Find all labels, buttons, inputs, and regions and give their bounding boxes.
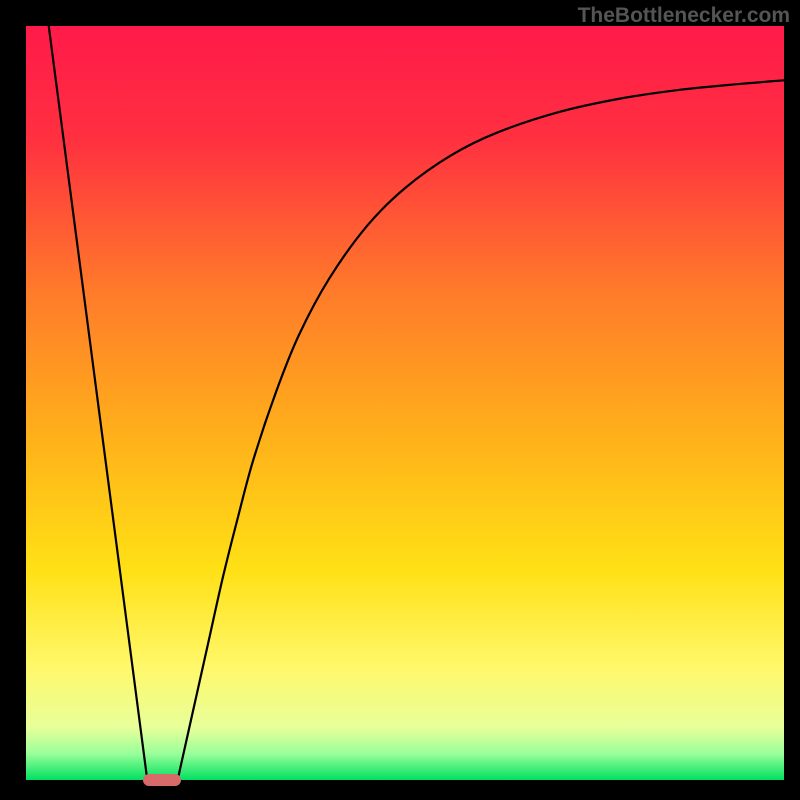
curve-overlay xyxy=(26,26,784,780)
chart-container: TheBottlenecker.com xyxy=(0,0,800,800)
bottleneck-marker xyxy=(143,774,181,786)
watermark-text: TheBottlenecker.com xyxy=(578,4,790,28)
plot-area xyxy=(26,26,784,780)
